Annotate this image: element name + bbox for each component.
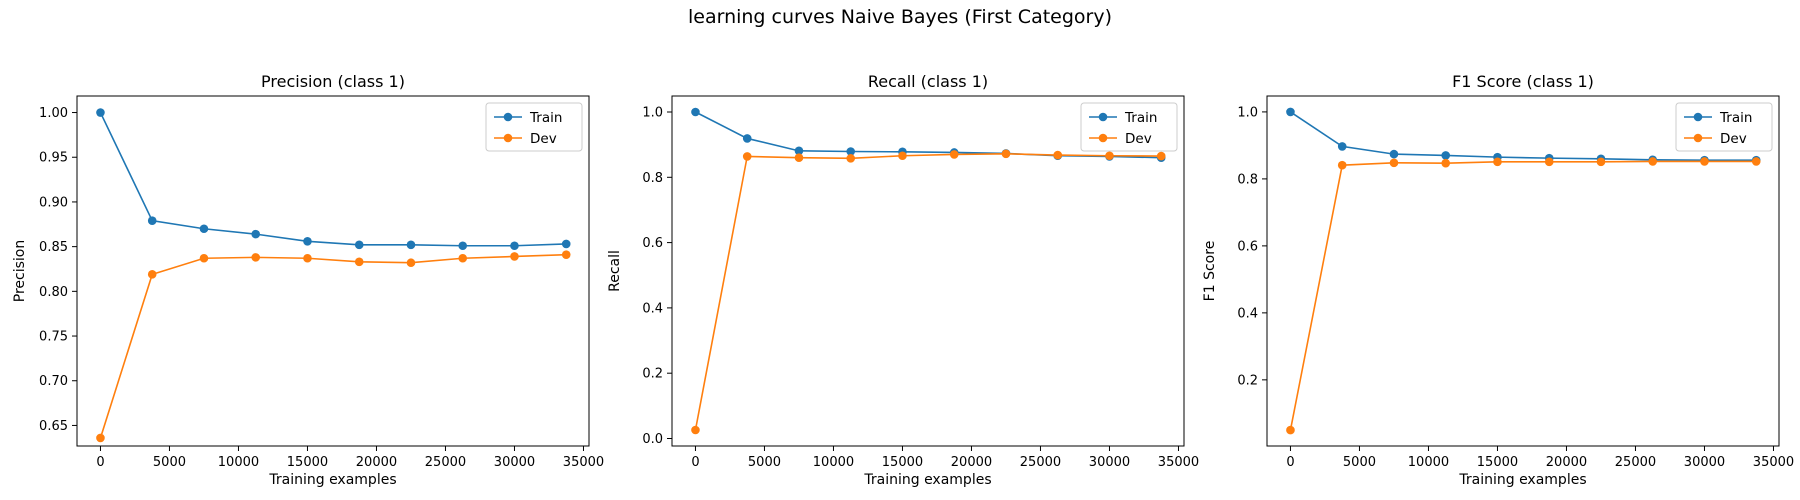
precision-x-axis-label: Training examples [268, 472, 396, 488]
precision-x-tick-label: 0 [96, 455, 104, 470]
precision-train-point [458, 241, 468, 251]
precision-dev-line [99, 253, 567, 439]
precision-train-point [96, 108, 105, 117]
precision-dev-point [406, 258, 416, 268]
precision-y-tick-label: 0.85 [39, 240, 68, 255]
precision-dev-point [354, 257, 364, 267]
precision-train-point [251, 229, 261, 239]
precision-legend-dev-marker [503, 133, 513, 143]
precision-plot-area [76, 95, 590, 447]
precision-dev-point [147, 270, 157, 279]
precision-train-point [147, 216, 157, 226]
precision-train-point [510, 241, 519, 251]
precision-train-point [354, 240, 364, 250]
precision-dev-point [510, 252, 519, 261]
precision-x-tick-label: 25000 [425, 455, 466, 470]
precision-x-tick-label: 30000 [494, 455, 535, 470]
precision-y-tick-label: 0.65 [39, 419, 68, 434]
precision-x-tick-label: 20000 [356, 455, 397, 470]
precision-y-tick-label: 1.00 [39, 106, 68, 121]
figure-title: learning curves Naive Bayes (First Categ… [687, 6, 1113, 28]
precision-dev-point [303, 253, 312, 263]
precision-dev-point [458, 253, 468, 263]
precision-dev-point [561, 250, 571, 259]
precision-train-point [561, 239, 571, 249]
precision-x-tick-label: 35000 [563, 455, 604, 470]
precision-x-tick-label: 15000 [287, 455, 328, 470]
precision-legend-train-marker [503, 112, 513, 122]
precision-legend-train-label: Train [529, 110, 562, 126]
precision-dev-point [251, 253, 261, 262]
precision-chart-title: Precision (class 1) [261, 72, 405, 91]
precision-x-tick-label: 10000 [218, 455, 259, 470]
precision-y-axis-label: Precision [12, 240, 28, 302]
precision-dev-point [96, 433, 105, 443]
precision-y-tick-label: 0.90 [39, 195, 68, 210]
precision-train-point [303, 236, 312, 246]
precision-y-tick-label: 0.80 [39, 285, 68, 300]
precision-x-tick-label: 5000 [153, 455, 186, 470]
precision-dev-point [199, 253, 209, 263]
precision-y-tick-label: 0.70 [39, 374, 68, 389]
precision-y-tick-label: 0.95 [39, 151, 68, 166]
precision-train-point [199, 224, 209, 234]
precision-train-point [406, 240, 416, 250]
precision-y-tick-label: 0.75 [39, 330, 68, 345]
precision-train-line [99, 112, 567, 247]
precision-legend-dev-label: Dev [530, 131, 557, 147]
